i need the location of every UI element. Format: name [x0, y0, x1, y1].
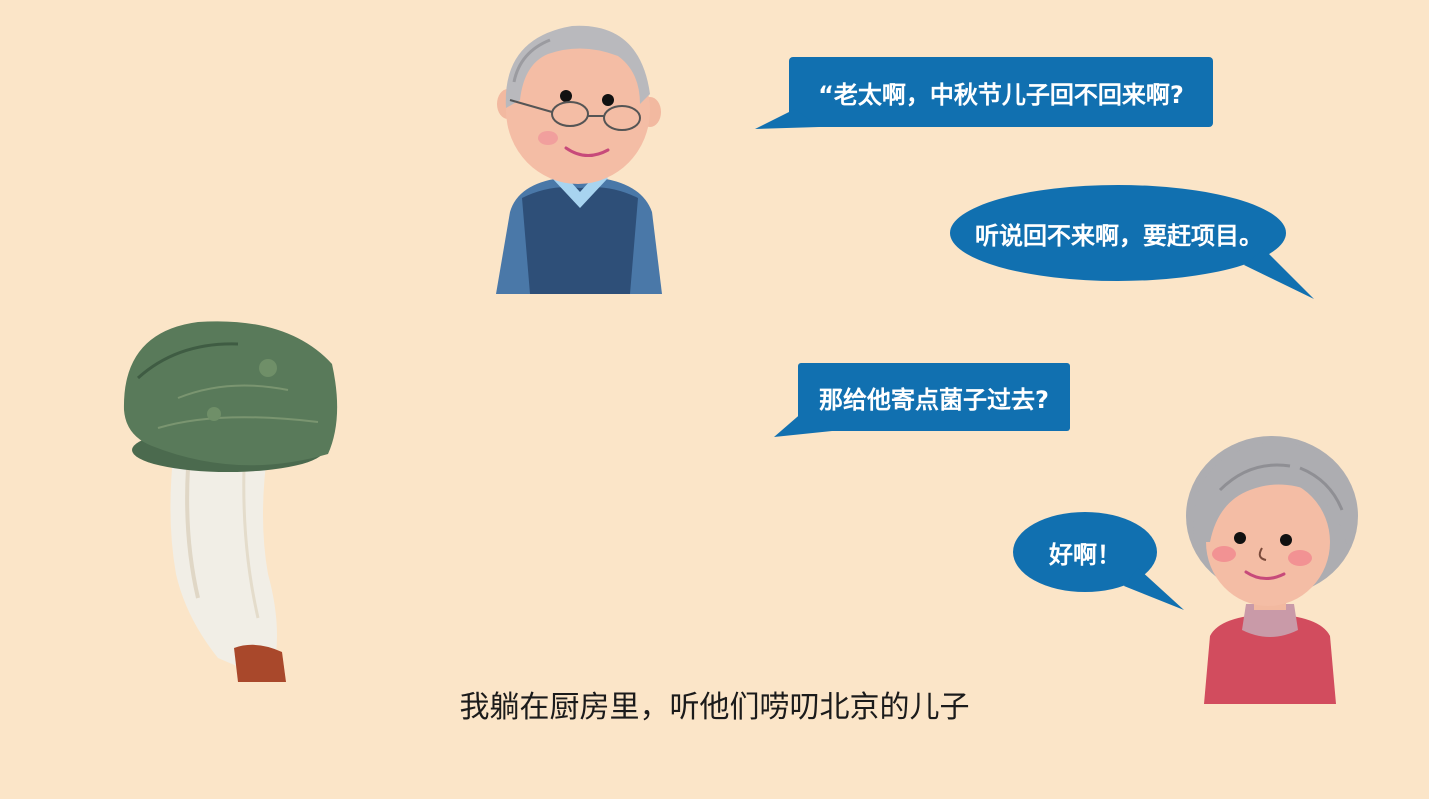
grandma-line-2: 好啊！	[1049, 540, 1121, 569]
mushroom-icon	[123, 321, 338, 682]
speech-bubble-3	[774, 363, 1070, 437]
speech-bubble-2	[950, 185, 1314, 299]
speech-bubble-4	[1013, 512, 1184, 610]
grandpa-line-2: 那给他寄点菌子过去?	[819, 385, 1049, 414]
grandma-icon	[1186, 436, 1358, 704]
grandma-line-1: 听说回不来啊，要赶项目。	[975, 221, 1263, 250]
grandpa-line-1: “老太啊，中秋节儿子回不回来啊?	[818, 80, 1184, 109]
grandpa-icon	[496, 25, 662, 294]
caption-text: 我躺在厨房里，听他们唠叨北京的儿子	[459, 690, 970, 725]
speech-bubble-1	[755, 57, 1213, 129]
